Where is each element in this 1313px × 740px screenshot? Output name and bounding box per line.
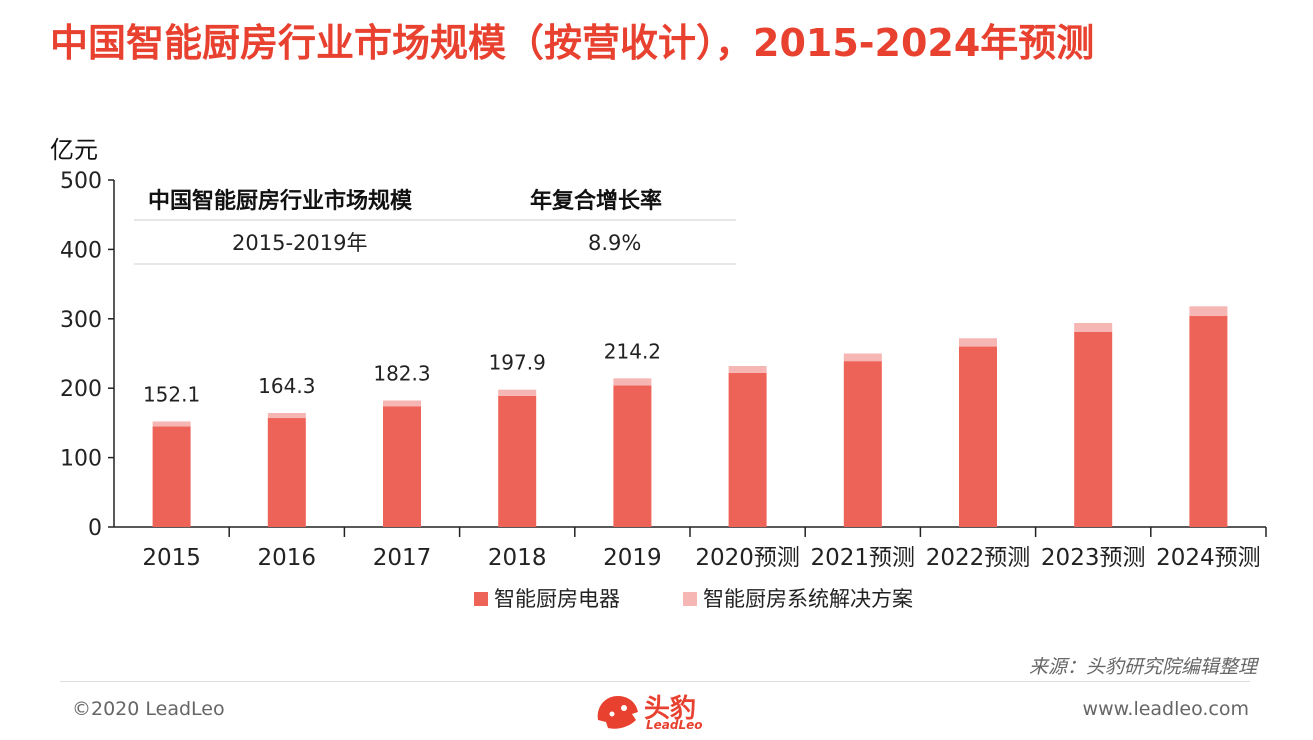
bar-smart-kitchen-appliance <box>383 406 421 527</box>
bar-smart-kitchen-appliance <box>959 346 997 527</box>
x-tick-label: 2024预测 <box>1156 545 1261 571</box>
chart-title: 中国智能厨房行业市场规模（按营收计），2015-2024年预测 <box>50 21 1095 65</box>
leopard-logo-icon <box>597 696 638 729</box>
x-tick-label: 2022预测 <box>926 545 1031 571</box>
x-tick-label: 2019 <box>603 545 662 571</box>
y-tick-label: 200 <box>60 377 102 402</box>
x-tick-label: 2018 <box>488 545 547 571</box>
bar-smart-kitchen-appliance <box>267 418 306 527</box>
bar-data-label: 164.3 <box>258 374 315 398</box>
chart-area: 0 100 200 300 400 500 2015 152.1 2016 164.3 2017 18… <box>60 169 1267 611</box>
x-tick-label: 2020预测 <box>695 545 800 571</box>
bar-data-label: 214.2 <box>604 339 661 363</box>
bar-data-label: 152.1 <box>143 382 200 406</box>
y-axis-unit-label: 亿元 <box>50 136 98 164</box>
y-tick-label: 0 <box>88 516 102 541</box>
x-tick-label: 2015 <box>142 545 201 571</box>
bar-smart-kitchen-appliance <box>843 361 882 527</box>
inset-table-header: 中国智能厨房行业市场规模 <box>148 188 413 214</box>
logo-text: 头豹 <box>644 694 697 724</box>
y-tick-label: 100 <box>60 447 102 472</box>
bar-smart-kitchen-appliance <box>1074 331 1113 527</box>
copyright-text: ©2020 LeadLeo <box>72 698 225 720</box>
bar-smart-kitchen-solution <box>498 389 537 396</box>
footer-divider <box>60 681 1250 682</box>
bar-smart-kitchen-solution <box>728 365 767 373</box>
y-tick-label: 400 <box>60 238 102 263</box>
website-link[interactable]: www.leadleo.com <box>1082 698 1249 720</box>
leadleo-logo: 头豹 LeadLeo <box>594 686 724 736</box>
bar-smart-kitchen-appliance <box>728 372 767 527</box>
x-tick-label: 2016 <box>258 545 317 571</box>
source-note: 来源：头豹研究院编辑整理 <box>1028 656 1257 678</box>
bar-smart-kitchen-solution <box>613 378 652 386</box>
x-tick-label: 2021预测 <box>811 545 916 571</box>
y-tick-label: 300 <box>60 308 102 333</box>
bar-smart-kitchen-appliance <box>498 395 537 527</box>
bar-smart-kitchen-solution <box>1074 322 1113 332</box>
x-tick-label: 2023预测 <box>1041 545 1146 571</box>
x-tick-label: 2017 <box>373 545 432 571</box>
bar-smart-kitchen-appliance <box>613 385 652 527</box>
bar-smart-kitchen-solution <box>843 353 882 362</box>
bar-smart-kitchen-solution <box>959 338 997 347</box>
bar-smart-kitchen-appliance <box>152 426 191 527</box>
bar-data-label: 197.9 <box>489 351 546 375</box>
inset-table-cell: 8.9% <box>588 231 641 255</box>
bar-smart-kitchen-solution <box>383 400 421 407</box>
bar-smart-kitchen-solution <box>1189 306 1228 317</box>
legend-label: 智能厨房电器 <box>494 587 620 611</box>
inset-table-cell: 2015-2019年 <box>232 231 367 255</box>
bar-smart-kitchen-appliance <box>1189 316 1228 527</box>
legend-swatch <box>683 592 697 606</box>
logo-subtext: LeadLeo <box>646 718 703 732</box>
y-tick-label: 500 <box>60 169 102 194</box>
legend-label: 智能厨房系统解决方案 <box>703 587 913 611</box>
bar-smart-kitchen-solution <box>152 421 191 427</box>
bar-smart-kitchen-solution <box>267 412 306 419</box>
inset-table-header: 年复合增长率 <box>530 188 662 214</box>
bar-data-label: 182.3 <box>373 361 430 385</box>
legend-swatch <box>474 592 488 606</box>
